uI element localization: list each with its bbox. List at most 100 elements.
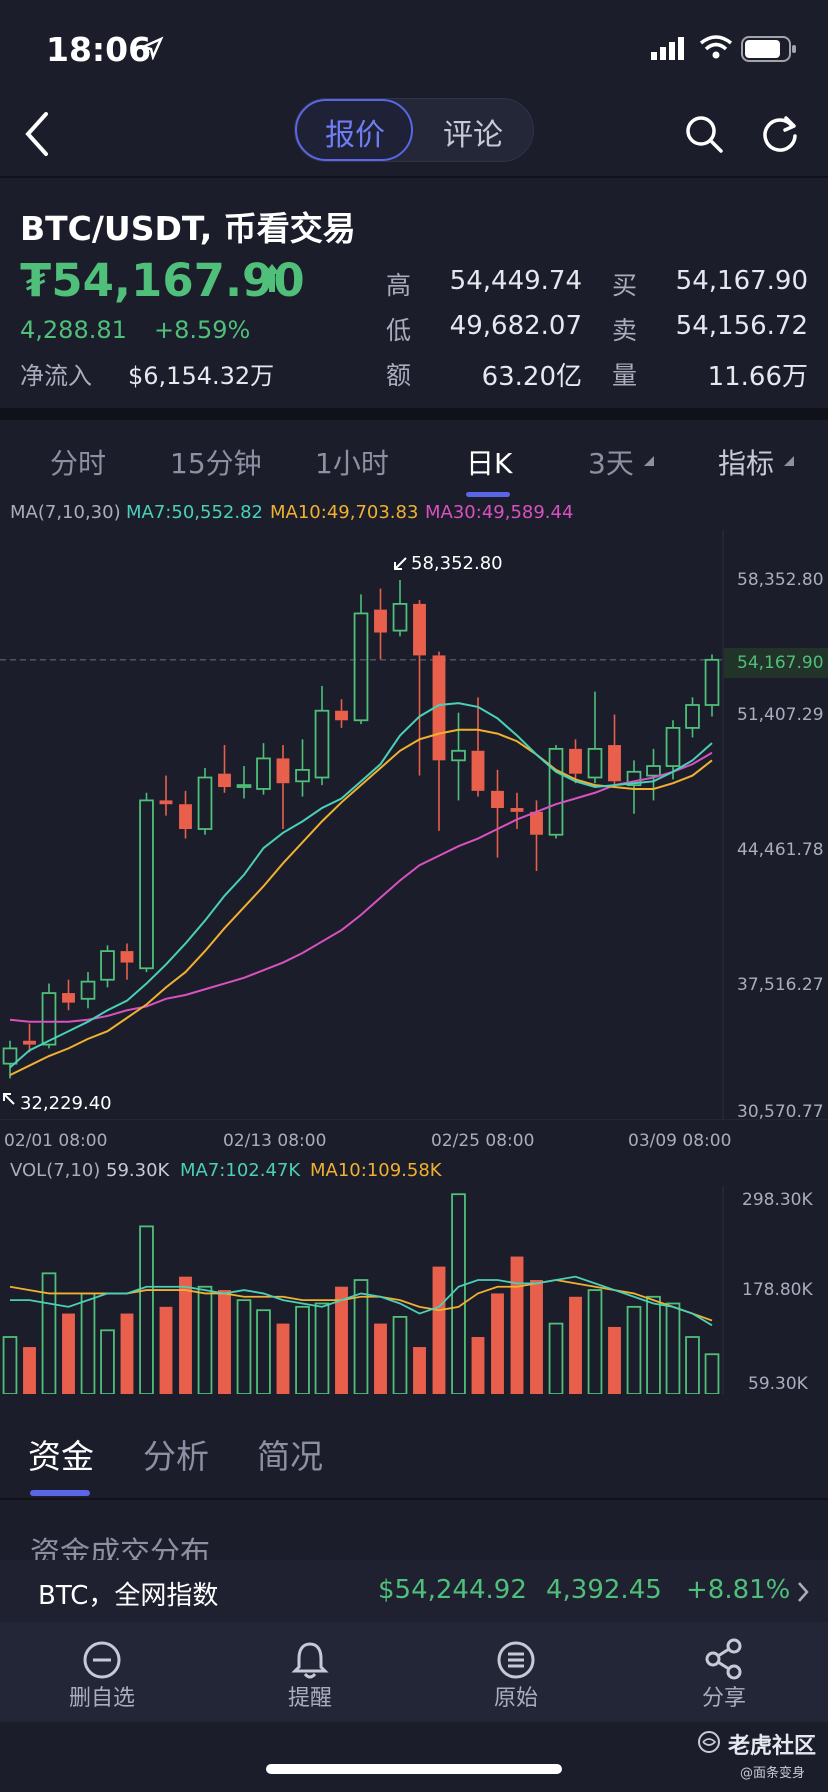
- price-tick: 51,407.29: [737, 705, 824, 725]
- arrow-up-icon: [264, 264, 280, 292]
- signal-icon: [651, 37, 684, 60]
- inflow-label: 净流入: [20, 362, 92, 390]
- ma7-value: MA7:50,552.82: [126, 502, 263, 523]
- location-arrow-icon: [140, 36, 164, 60]
- back-icon[interactable]: [22, 110, 52, 158]
- candle-body: [100, 950, 115, 981]
- volume-bar: [80, 1292, 96, 1394]
- volume-bar: [685, 1336, 700, 1394]
- ma30-value: MA30:49,589.44: [425, 502, 574, 523]
- candle-body: [587, 747, 603, 779]
- remove-watchlist-button[interactable]: 删自选: [42, 1630, 162, 1712]
- volume-chart[interactable]: [0, 1186, 828, 1394]
- amount-label: 额: [386, 361, 412, 390]
- candle-body: [179, 804, 192, 830]
- last-price: ₮54,167.90: [20, 254, 305, 307]
- volume-bar: [62, 1313, 75, 1394]
- vol-tick: 298.30K: [742, 1190, 813, 1210]
- section-divider: [0, 408, 828, 420]
- bottom-toolbar: [0, 1622, 828, 1722]
- tab-overview[interactable]: 简况: [257, 1437, 323, 1476]
- candle-body: [374, 609, 387, 633]
- candlestick-chart[interactable]: [0, 530, 828, 1120]
- tiger-logo-icon: [698, 1731, 720, 1753]
- tab-comment[interactable]: 评论: [443, 118, 503, 153]
- detail-panel: [0, 1398, 828, 1562]
- volume-bar: [353, 1279, 369, 1394]
- buy-label: 买: [612, 271, 638, 300]
- volume-bar: [510, 1256, 524, 1394]
- low-label: 低: [386, 316, 412, 345]
- volume-bar: [665, 1302, 681, 1394]
- volume-bar: [432, 1266, 446, 1394]
- tab-daily[interactable]: 日K: [466, 447, 513, 480]
- vol-current: 59.30K: [106, 1160, 170, 1181]
- bottom-tab-indicator: [30, 1490, 90, 1496]
- search-icon[interactable]: [684, 114, 724, 154]
- tab-15min[interactable]: 15分钟: [170, 447, 262, 480]
- candle-body: [314, 709, 330, 779]
- candle-body: [392, 602, 408, 632]
- volume-bar: [100, 1329, 115, 1394]
- tab-indicators[interactable]: 指标: [718, 447, 775, 480]
- tab-timeshare[interactable]: 分时: [50, 447, 107, 480]
- inflow-value: $6,154.32万: [128, 362, 275, 390]
- candle-body: [530, 811, 543, 835]
- tab-analysis[interactable]: 分析: [143, 1437, 209, 1476]
- current-price-tag-bg: [724, 648, 828, 678]
- volume-bar: [256, 1309, 271, 1394]
- footer: [0, 1722, 828, 1792]
- share-button[interactable]: 分享: [664, 1630, 784, 1712]
- date-tick: 02/25 08:00: [431, 1131, 535, 1151]
- caret-down-icon: [784, 456, 794, 466]
- candle-body: [41, 992, 57, 1046]
- volume-bar: [197, 1285, 213, 1394]
- sell-label: 卖: [612, 316, 638, 345]
- caret-down-icon: [644, 456, 654, 466]
- current-price-tag: 54,167.90: [737, 653, 824, 673]
- volume-bar: [120, 1313, 134, 1394]
- tab-active-indicator: [466, 492, 510, 497]
- pair-title: BTC/USDT, 币看交易: [20, 209, 356, 248]
- candle-body: [471, 750, 485, 791]
- high-label: 高: [386, 271, 412, 300]
- candle-body: [139, 799, 154, 970]
- vol-ma7-line: [10, 1275, 713, 1327]
- ma10-line: [9, 728, 713, 1077]
- menu-circle-icon: [497, 1641, 535, 1679]
- candle-body: [548, 747, 564, 836]
- vol-ma7: MA7:102.47K: [180, 1160, 301, 1181]
- divider: [0, 176, 828, 178]
- max-marker-arrow-icon: [394, 557, 407, 570]
- tab-1hour[interactable]: 1小时: [315, 447, 389, 480]
- bell-icon: [291, 1642, 329, 1679]
- tab-3day[interactable]: 3天: [588, 447, 634, 480]
- volume-bar: [218, 1290, 231, 1394]
- candle-body: [23, 1040, 36, 1045]
- price-tick: 44,461.78: [737, 840, 824, 860]
- volume-bar: [335, 1286, 348, 1394]
- share-label: 分享: [701, 1686, 746, 1711]
- vol-tick: 178.80K: [742, 1280, 813, 1300]
- refresh-icon[interactable]: [760, 114, 800, 154]
- ticker-pct: +8.81%: [686, 1575, 791, 1605]
- candle-body: [704, 658, 720, 706]
- volume-bar: [295, 1305, 310, 1394]
- volume-bar: [626, 1305, 642, 1394]
- tab-quote[interactable]: 报价: [325, 118, 385, 153]
- home-indicator[interactable]: [266, 1764, 562, 1774]
- candle-body: [685, 704, 700, 729]
- price-change-pct: +8.59%: [154, 316, 251, 344]
- wifi-icon: [699, 35, 733, 59]
- candle-body: [353, 612, 369, 722]
- low-value: 49,682.07: [449, 311, 582, 341]
- original-label: 原始: [493, 1686, 538, 1711]
- date-tick: 02/13 08:00: [223, 1131, 327, 1151]
- tab-funds[interactable]: 资金: [28, 1437, 94, 1476]
- volume-bar: [413, 1347, 426, 1394]
- index-ticker[interactable]: BTC，全网指数 $54,244.92 4,392.45 +8.81%: [0, 1560, 828, 1622]
- ticker-change: 4,392.45: [546, 1575, 662, 1605]
- alert-button[interactable]: 提醒: [250, 1630, 370, 1712]
- candle-body: [236, 784, 252, 788]
- original-button[interactable]: 原始: [456, 1630, 576, 1712]
